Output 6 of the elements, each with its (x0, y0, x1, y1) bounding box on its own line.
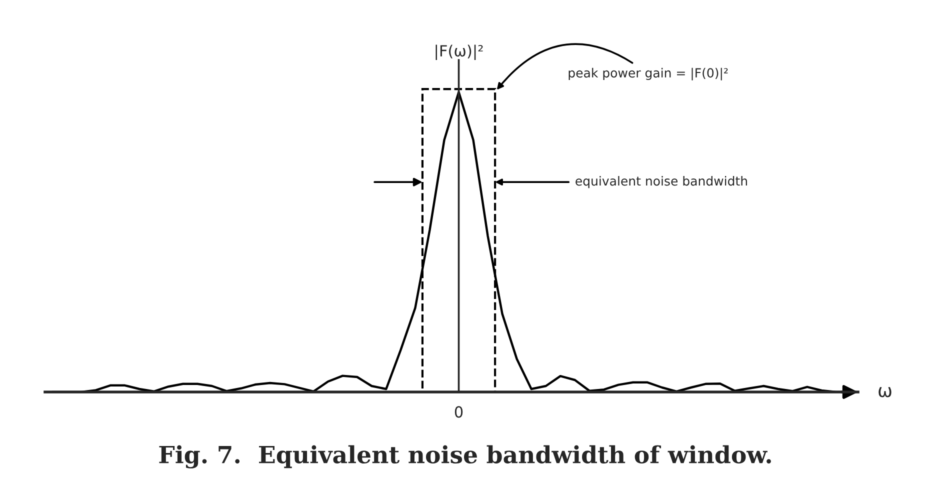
y-axis-title: |F(ω)|² (436, 44, 483, 60)
x-axis-title: ω (878, 387, 892, 398)
text: 0 (454, 406, 463, 418)
annotation: equivalent noise bandwidth (576, 176, 748, 188)
text: peak power gain = |F(0)|² (568, 68, 728, 80)
text: Fig. 7. Equivalent noise bandwidth of window. (159, 445, 771, 468)
